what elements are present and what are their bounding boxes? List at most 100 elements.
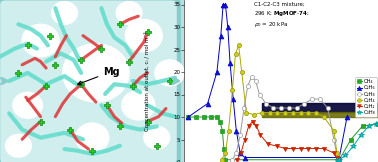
C₂H₈ <box>287 107 291 109</box>
C₃H₈ <box>351 145 355 147</box>
C₂H₂ <box>335 157 339 159</box>
Line: CH₄: CH₄ <box>186 115 378 162</box>
C₂H₈ <box>257 93 262 95</box>
C₃H₈ <box>337 159 342 161</box>
C₂H₈ <box>335 154 339 156</box>
C₂H₂ <box>254 125 259 127</box>
C₂H₆ <box>218 35 223 37</box>
CH₄ <box>376 123 378 125</box>
C₂H₄ <box>223 152 228 154</box>
C₂H₄ <box>230 89 235 91</box>
Line: C₂H₈: C₂H₈ <box>230 74 341 162</box>
C₂H₆ <box>238 152 242 154</box>
C₂H₆ <box>226 26 230 28</box>
C₂H₂ <box>258 134 263 136</box>
FancyBboxPatch shape <box>0 0 179 162</box>
C₂H₆ <box>243 156 247 158</box>
C₂H₂ <box>250 121 255 122</box>
Legend: CH₄, C₂H₆, C₂H₈, C₂H₄, C₂H₂, C₃H₈: CH₄, C₂H₆, C₂H₈, C₂H₄, C₂H₂, C₃H₈ <box>355 77 377 117</box>
Circle shape <box>125 19 162 52</box>
C₂H₄ <box>314 111 318 113</box>
C₂H₄ <box>275 111 280 113</box>
C₂H₈ <box>302 103 307 104</box>
C₂H₂ <box>283 148 287 150</box>
C₂H₂ <box>298 148 303 150</box>
C₂H₄ <box>260 111 264 113</box>
Text: C1-C2-C3 mixture;
296 K; $\bf{MgMOF}$-$\bf{74}$;
$\rho_0$ = 20 kPa: C1-C2-C3 mixture; 296 K; $\bf{MgMOF}$-$\… <box>254 2 310 29</box>
C₂H₄ <box>298 111 303 113</box>
C₂H₈ <box>294 107 299 109</box>
C₂H₆ <box>228 62 232 64</box>
CH₄ <box>215 116 219 118</box>
CH₄ <box>201 116 206 118</box>
C₂H₄ <box>306 111 311 113</box>
C₂H₈ <box>325 107 330 109</box>
Line: C₂H₄: C₂H₄ <box>220 43 341 162</box>
C₃H₈ <box>335 159 339 161</box>
C₂H₈ <box>337 159 342 161</box>
C₃H₈ <box>343 154 348 156</box>
C₂H₄ <box>283 111 287 113</box>
C₂H₈ <box>234 152 239 154</box>
C₃H₈ <box>359 134 363 136</box>
CH₄ <box>194 116 198 118</box>
C₂H₈ <box>249 75 254 77</box>
Circle shape <box>13 92 42 118</box>
C₂H₈ <box>332 139 336 140</box>
FancyArrowPatch shape <box>173 78 178 84</box>
C₂H₂ <box>275 145 280 147</box>
CH₄ <box>360 125 365 127</box>
CH₄ <box>223 159 228 161</box>
C₂H₄ <box>322 116 326 118</box>
Circle shape <box>144 126 170 149</box>
C₂H₂ <box>235 159 239 161</box>
C₂H₆ <box>337 156 342 158</box>
Circle shape <box>76 123 109 152</box>
Circle shape <box>63 44 129 102</box>
C₂H₄ <box>239 71 244 73</box>
C₂H₄ <box>291 111 295 113</box>
C₃H₈ <box>374 123 378 125</box>
Line: C₂H₆: C₂H₆ <box>186 2 349 160</box>
C₂H₈ <box>271 107 276 109</box>
C₂H₈ <box>279 107 284 109</box>
C₂H₄ <box>219 159 224 161</box>
C₂H₄ <box>267 111 272 113</box>
C₃H₈ <box>366 125 371 127</box>
C₂H₄ <box>244 111 249 113</box>
Line: C₂H₂: C₂H₂ <box>235 119 341 162</box>
CH₄ <box>209 116 214 118</box>
C₂H₂ <box>246 125 251 127</box>
C₂H₆ <box>205 103 210 104</box>
C₂H₂ <box>322 148 326 150</box>
C₂H₄ <box>335 152 339 154</box>
Y-axis label: Concentration at outlet, cᵢ / mol m⁻³: Concentration at outlet, cᵢ / mol m⁻³ <box>144 31 150 131</box>
C₂H₄ <box>226 130 231 132</box>
C₂H₆ <box>221 4 225 6</box>
Circle shape <box>122 91 155 120</box>
CH₄ <box>222 148 226 150</box>
C₂H₄ <box>332 130 336 132</box>
Circle shape <box>155 60 184 86</box>
CH₄ <box>220 130 225 132</box>
C₂H₂ <box>337 159 342 161</box>
C₂H₈ <box>318 98 322 100</box>
C₃H₈ <box>376 123 378 125</box>
C₂H₆ <box>215 71 219 73</box>
C₂H₆ <box>231 98 235 100</box>
C₂H₄ <box>236 44 241 46</box>
C₂H₆ <box>234 130 239 132</box>
FancyArrowPatch shape <box>2 78 7 84</box>
Circle shape <box>22 24 59 57</box>
C₂H₈ <box>263 103 268 104</box>
C₂H₂ <box>266 143 270 145</box>
C₂H₈ <box>242 107 246 109</box>
C₂H₈ <box>253 80 258 82</box>
CH₄ <box>186 116 191 118</box>
Circle shape <box>6 134 31 157</box>
C₂H₂ <box>306 148 311 150</box>
Circle shape <box>52 2 77 24</box>
CH₄ <box>337 159 342 161</box>
C₂H₆ <box>186 116 191 118</box>
C₂H₂ <box>291 148 295 150</box>
